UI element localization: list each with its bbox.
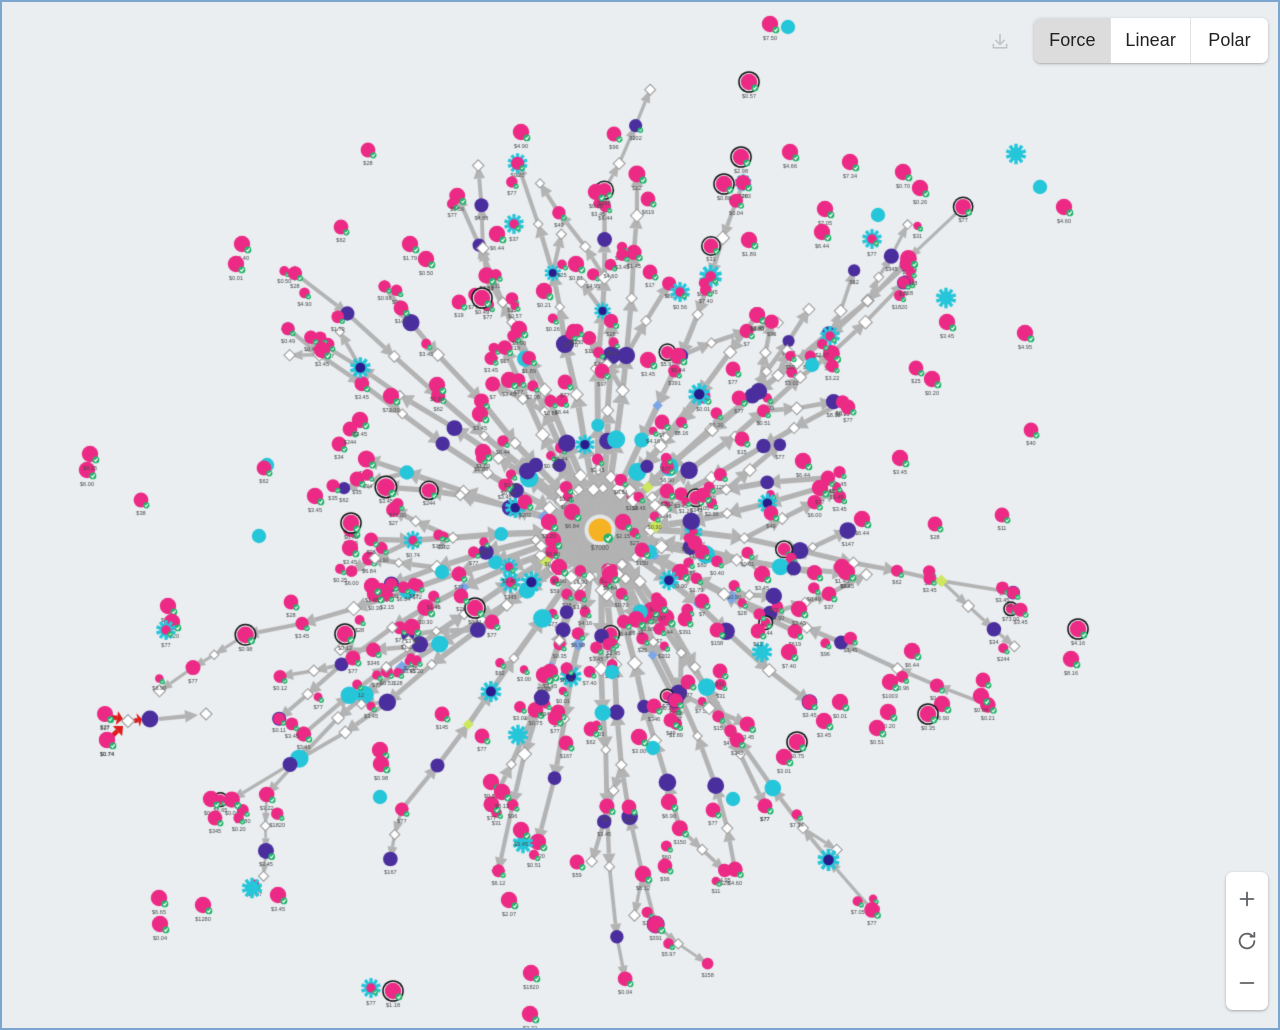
zoom-controls[interactable] <box>1226 872 1268 1010</box>
layout-button-polar[interactable]: Polar <box>1191 18 1268 63</box>
reset-view-button[interactable] <box>1226 920 1268 962</box>
download-icon[interactable] <box>984 26 1016 58</box>
layout-button-linear[interactable]: Linear <box>1111 18 1191 63</box>
zoom-in-button[interactable] <box>1226 878 1268 920</box>
zoom-out-button[interactable] <box>1226 962 1268 1004</box>
layout-toggle-group[interactable]: Force Linear Polar <box>1034 18 1268 63</box>
layout-button-force[interactable]: Force <box>1034 18 1112 63</box>
